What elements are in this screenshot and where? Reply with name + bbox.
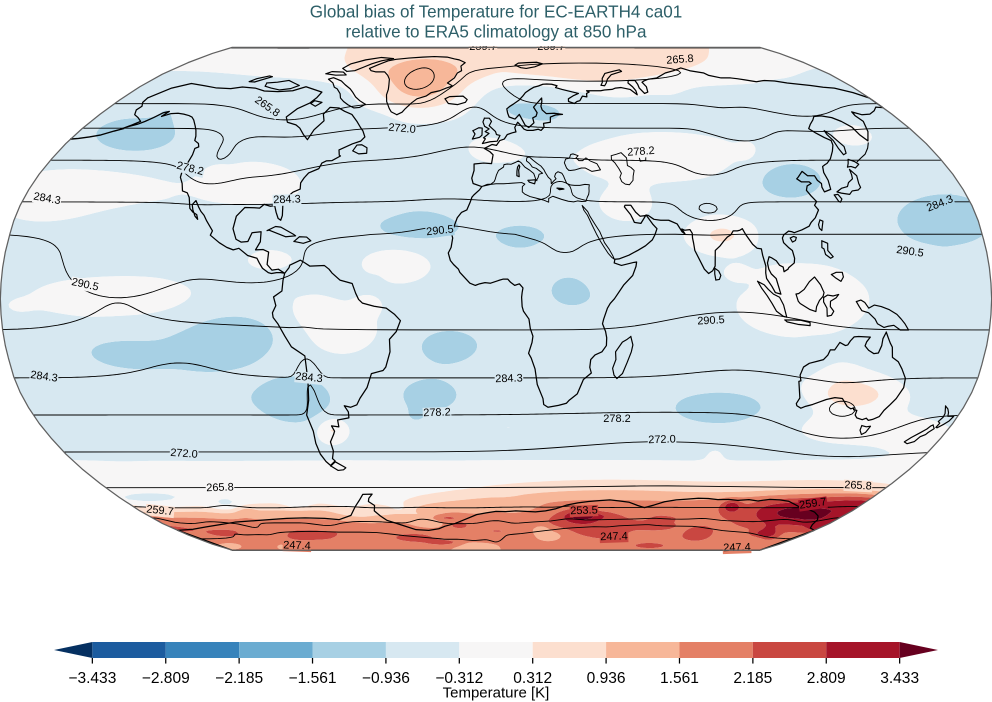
- svg-text:−0.936: −0.936: [362, 670, 410, 687]
- svg-text:Temperature [K]: Temperature [K]: [443, 684, 550, 701]
- svg-text:278.2: 278.2: [423, 406, 451, 419]
- svg-text:0.312: 0.312: [513, 670, 552, 687]
- svg-text:−2.185: −2.185: [215, 670, 263, 687]
- svg-text:2.809: 2.809: [807, 670, 846, 687]
- svg-text:3.433: 3.433: [880, 670, 919, 687]
- svg-text:247.4: 247.4: [600, 530, 628, 543]
- svg-text:0.936: 0.936: [587, 670, 626, 687]
- svg-text:284.3: 284.3: [495, 372, 523, 385]
- svg-text:−2.809: −2.809: [142, 670, 190, 687]
- svg-text:259.7: 259.7: [799, 496, 828, 512]
- svg-text:253.5: 253.5: [570, 504, 598, 517]
- svg-text:284.3: 284.3: [295, 370, 324, 385]
- svg-text:290.5: 290.5: [896, 244, 925, 260]
- svg-text:272.0: 272.0: [388, 122, 416, 136]
- svg-text:278.2: 278.2: [627, 145, 655, 159]
- svg-text:relative to ERA5 climatology a: relative to ERA5 climatology at 850 hPa: [346, 22, 647, 41]
- svg-text:−1.561: −1.561: [289, 670, 337, 687]
- svg-text:−3.433: −3.433: [68, 670, 116, 687]
- svg-text:−0.312: −0.312: [435, 670, 483, 687]
- svg-text:1.561: 1.561: [660, 670, 699, 687]
- svg-text:290.5: 290.5: [426, 223, 455, 238]
- svg-text:284.3: 284.3: [32, 191, 61, 208]
- svg-text:265.8: 265.8: [206, 481, 234, 494]
- svg-text:272.0: 272.0: [170, 447, 198, 461]
- svg-text:259.7: 259.7: [146, 503, 175, 518]
- svg-text:290.5: 290.5: [70, 276, 99, 293]
- svg-text:272.0: 272.0: [648, 433, 676, 446]
- svg-text:247.4: 247.4: [283, 539, 311, 552]
- svg-text:284.3: 284.3: [30, 369, 59, 385]
- svg-text:265.8: 265.8: [844, 479, 872, 492]
- svg-text:247.4: 247.4: [723, 541, 751, 554]
- svg-text:278.2: 278.2: [175, 160, 205, 178]
- svg-text:2.185: 2.185: [733, 670, 772, 687]
- svg-text:265.8: 265.8: [666, 53, 694, 67]
- svg-text:290.5: 290.5: [697, 314, 725, 327]
- svg-text:284.3: 284.3: [273, 193, 301, 206]
- svg-text:Global bias of Temperature for: Global bias of Temperature for EC-EARTH4…: [310, 2, 682, 21]
- svg-text:278.2: 278.2: [603, 413, 630, 425]
